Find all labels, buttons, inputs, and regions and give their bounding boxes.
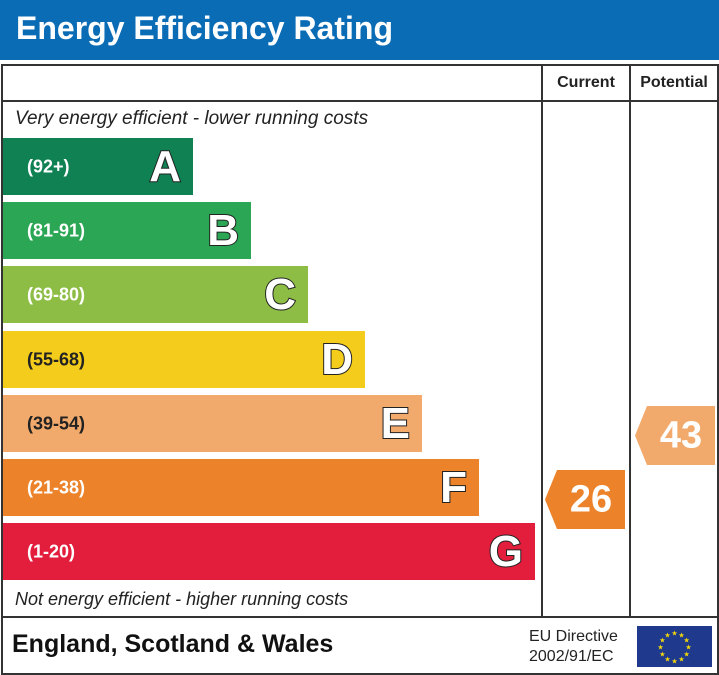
band-letter: A xyxy=(148,141,182,192)
header-divider xyxy=(1,100,719,102)
column-divider xyxy=(629,64,631,617)
star-icon: ★ xyxy=(678,656,684,664)
band-bar-b: (81-91) B xyxy=(3,202,251,259)
footer-divider xyxy=(1,616,719,618)
potential-column-header: Potential xyxy=(640,74,708,91)
current-column-header: Current xyxy=(557,74,615,91)
star-icon: ★ xyxy=(664,656,670,664)
band-range: (55-68) xyxy=(27,349,86,369)
star-icon: ★ xyxy=(671,658,677,666)
star-icon: ★ xyxy=(657,644,663,652)
band-range: (21-38) xyxy=(27,477,86,497)
band-bar-g: (1-20) G xyxy=(3,523,535,580)
star-icon: ★ xyxy=(659,637,665,645)
star-icon: ★ xyxy=(683,651,689,659)
star-icon: ★ xyxy=(664,631,670,639)
band-range: (69-80) xyxy=(27,284,86,304)
band-bar-d: (55-68) D xyxy=(3,331,365,388)
bottom-note: Not energy efficient - higher running co… xyxy=(15,589,349,609)
star-icon: ★ xyxy=(671,630,677,638)
current-rating-value: 26 xyxy=(569,478,613,520)
band-letter: B xyxy=(206,205,240,256)
top-note: Very energy efficient - lower running co… xyxy=(15,108,369,129)
current-rating-arrow: 26 xyxy=(545,470,625,529)
eu-flag-icon: ★★★★★★★★★ ★ ★★ xyxy=(637,626,712,667)
title-bar: Energy Efficiency Rating xyxy=(0,0,719,60)
band-bar-a: (92+) A xyxy=(3,138,193,195)
rating-frame xyxy=(1,64,719,675)
band-range: (1-20) xyxy=(27,541,76,561)
eu-directive: EU Directive 2002/91/EC xyxy=(529,627,618,667)
eu-directive-line1: EU Directive xyxy=(529,628,618,645)
star-icon: ★ xyxy=(683,637,689,645)
band-bar-e: (39-54) E xyxy=(3,395,422,452)
band-letter: D xyxy=(320,334,354,385)
band-bar-f: (21-38) F xyxy=(3,459,479,516)
band-letter: C xyxy=(263,269,297,320)
band-bar-c: (69-80) C xyxy=(3,266,308,323)
eu-directive-line2: 2002/91/EC xyxy=(529,648,614,665)
band-letter: E xyxy=(380,398,411,449)
band-letter: G xyxy=(488,526,524,577)
star-icon: ★ xyxy=(659,651,665,659)
potential-rating-arrow: 43 xyxy=(635,406,715,465)
column-divider xyxy=(541,64,543,617)
band-range: (39-54) xyxy=(27,413,86,433)
band-range: (81-91) xyxy=(27,220,86,240)
chart-title: Energy Efficiency Rating xyxy=(16,10,393,46)
band-letter: F xyxy=(439,462,468,513)
band-range: (92+) xyxy=(27,156,70,176)
star-icon: ★ xyxy=(685,644,691,652)
star-icon: ★ xyxy=(678,631,684,639)
potential-rating-value: 43 xyxy=(659,414,703,456)
region-label: England, Scotland & Wales xyxy=(12,630,334,658)
